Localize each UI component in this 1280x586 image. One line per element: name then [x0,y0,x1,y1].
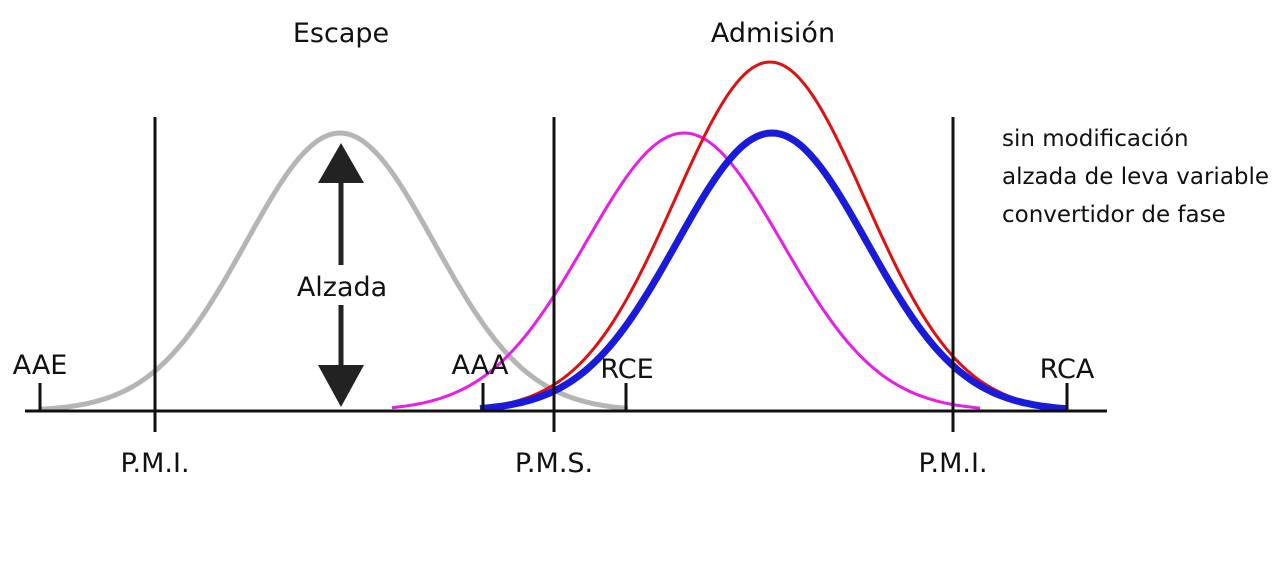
marker-label: AAA [452,350,509,381]
position-label: P.M.S. [515,448,593,479]
position-label: P.M.I. [120,448,189,479]
title: Escape [293,18,389,49]
lift-curve [479,60,1069,410]
title: Admisión [711,18,835,49]
lift-arrow [318,143,364,407]
marker-label: RCA [1040,354,1095,385]
lift-label: Alzada [297,272,387,303]
lift-curve [479,129,1069,413]
position-label: P.M.I. [918,448,987,479]
curves [39,60,1069,413]
legend-entry: alzada de leva variable [1002,164,1269,190]
marker-label: AAE [13,350,68,381]
lift-curve [391,131,981,410]
marker-label: RCE [600,354,653,385]
legend-entry: sin modificación [1002,126,1189,152]
legend-entry: convertidor de fase [1002,202,1226,228]
lift-curve [39,130,629,412]
